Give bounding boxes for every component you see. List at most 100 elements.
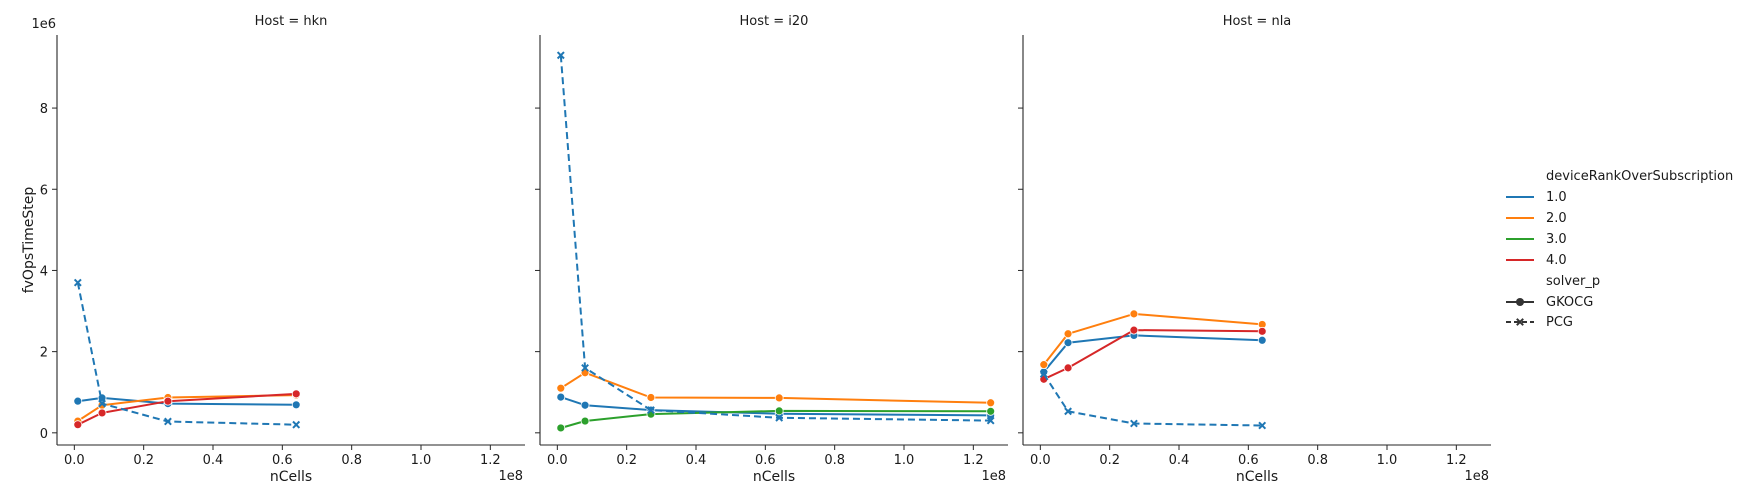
data-point-circle	[1257, 335, 1267, 345]
legend-hue-title: deviceRankOverSubscription	[1546, 169, 1733, 184]
y-tick-label: 4	[40, 264, 48, 279]
x-tick-label: 0.2	[133, 453, 154, 468]
x-tick-label: 1.2	[963, 453, 984, 468]
x-tick-label: 0.8	[1307, 453, 1328, 468]
marker-stroke	[292, 420, 301, 429]
series-line-2-0-gkocg	[1043, 312, 1263, 366]
legend-style-label: GKOCG	[1546, 295, 1593, 310]
x-tick-label: 0.6	[1238, 453, 1259, 468]
data-point-circle	[291, 389, 301, 399]
data-point-circle	[986, 406, 996, 416]
x-tick-label: 0.4	[203, 453, 224, 468]
series-line-4-0-gkocg	[77, 392, 297, 426]
x-offset-label: 1e8	[1464, 469, 1489, 484]
x-tick-label: 1.0	[411, 453, 432, 468]
y-tick-label: 0	[40, 427, 48, 442]
data-point-circle	[774, 393, 784, 403]
marker-stroke	[556, 51, 565, 60]
series-line-4-0-gkocg	[1043, 329, 1263, 381]
x-tick-label: 0.2	[616, 453, 637, 468]
y-tick-label: 2	[40, 346, 48, 361]
data-point-circle	[1063, 329, 1073, 339]
data-point-circle	[646, 393, 656, 402]
marker-stroke	[581, 363, 589, 372]
marker-stroke	[1064, 407, 1072, 416]
x-tick-label: 1.0	[894, 453, 915, 468]
data-point-circle	[1063, 338, 1073, 348]
legend-x-marker	[1516, 318, 1524, 326]
data-point-x-marker	[1064, 407, 1072, 416]
x-tick-label: 1.2	[1446, 453, 1467, 468]
y-offset-label: 1e6	[31, 17, 56, 32]
x-tick-label: 1.0	[1377, 453, 1398, 468]
panel-title: Host = i20	[740, 14, 809, 29]
marker-stroke	[164, 417, 172, 426]
x-axis-label: nCells	[1236, 469, 1278, 485]
x-tick-label: 0.0	[547, 453, 568, 468]
data-point-circle	[1257, 326, 1267, 336]
data-point-circle	[291, 400, 301, 410]
data-point-x-marker	[292, 420, 301, 429]
data-point-circle	[1039, 360, 1049, 370]
data-point-x-marker	[73, 278, 82, 287]
y-tick-label: 8	[40, 102, 48, 117]
series-line-1-0-pcg	[76, 282, 297, 426]
data-point-circle	[1129, 309, 1139, 319]
series-line-1-0-gkocg	[1043, 334, 1263, 373]
x-offset-label: 1e8	[981, 469, 1006, 484]
panel-title: Host = hkn	[255, 14, 328, 29]
data-point-circle	[556, 423, 566, 433]
data-point-x-marker	[1258, 421, 1267, 430]
legend-circle-marker	[1516, 298, 1524, 306]
legend-style-title: solver_p	[1546, 274, 1600, 289]
data-point-x-marker	[1039, 370, 1048, 378]
x-tick-label: 0.0	[1030, 453, 1051, 468]
data-point-circle	[986, 398, 996, 408]
series-line-2-0-gkocg	[77, 394, 297, 422]
y-axis-label: fvOpsTimeStep	[21, 187, 37, 294]
data-point-x-marker	[581, 363, 589, 372]
data-point-circle	[97, 408, 107, 418]
data-point-circle	[1063, 363, 1073, 373]
legend-entry-label: 4.0	[1546, 253, 1567, 268]
data-point-x-marker	[775, 413, 784, 422]
data-point-circle	[580, 416, 590, 426]
legend-entry-label: 3.0	[1546, 232, 1567, 247]
data-point-circle	[1129, 325, 1139, 335]
x-tick-label: 0.4	[686, 453, 707, 468]
x-tick-label: 0.6	[272, 453, 293, 468]
data-point-x-marker	[556, 51, 565, 60]
data-point-x-marker	[164, 417, 172, 426]
marker-stroke	[775, 413, 784, 422]
marker-stroke	[986, 416, 995, 425]
data-point-x-marker	[1130, 419, 1138, 428]
y-tick-label: 6	[40, 183, 48, 198]
series-line-1-0-pcg	[1042, 373, 1263, 427]
marker-stroke	[73, 278, 82, 287]
marker-stroke	[1039, 370, 1048, 378]
data-point-circle	[73, 420, 83, 430]
data-point-circle	[774, 406, 784, 416]
panel-title: Host = nla	[1223, 14, 1292, 29]
legend-style-label: PCG	[1546, 315, 1573, 330]
data-point-x-marker	[647, 406, 655, 414]
data-point-x-marker	[986, 416, 995, 425]
x-offset-label: 1e8	[498, 469, 523, 484]
data-point-circle	[163, 396, 173, 406]
marker-stroke	[1258, 421, 1267, 430]
marker-stroke	[1130, 419, 1138, 428]
x-tick-label: 0.0	[64, 453, 85, 468]
marker-stroke	[98, 399, 106, 408]
data-point-circle	[580, 400, 590, 410]
x-tick-label: 0.2	[1099, 453, 1120, 468]
data-point-circle	[556, 392, 566, 402]
series-line-1-0-pcg	[559, 55, 991, 422]
data-point-x-marker	[98, 399, 106, 408]
x-axis-label: nCells	[270, 469, 312, 485]
legend-entry-label: 1.0	[1546, 190, 1567, 205]
legend-entry-label: 2.0	[1546, 211, 1567, 226]
marker-stroke	[647, 406, 655, 414]
data-point-circle	[556, 383, 566, 393]
data-point-circle	[73, 396, 83, 406]
